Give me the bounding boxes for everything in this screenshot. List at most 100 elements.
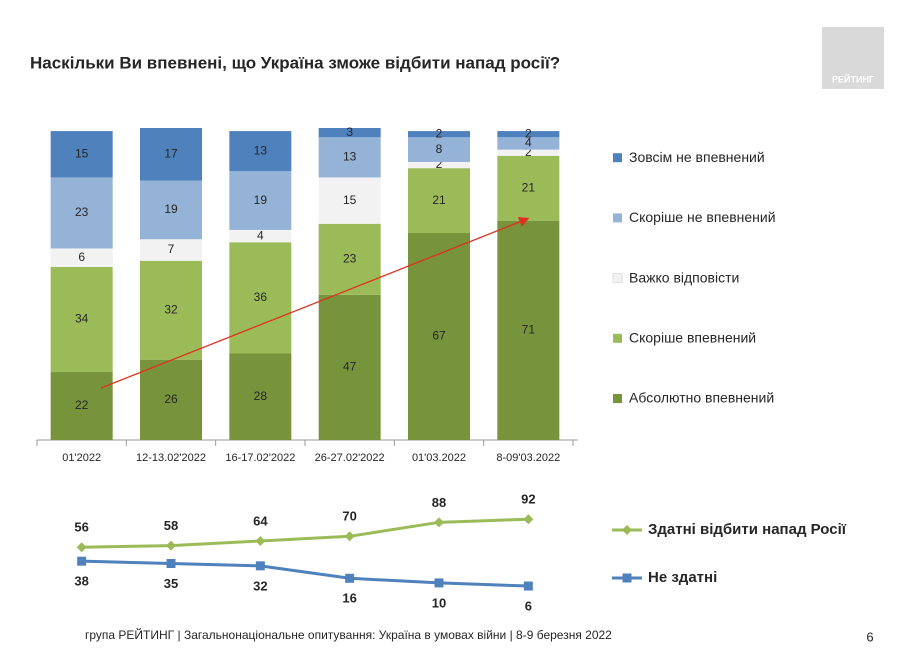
data-label: 13 [254,143,268,157]
line-chart: 56 58 64 70 88 92 Здатні відбити напад Росії 38… [74,492,846,614]
marker [622,525,632,535]
bar-segment [140,239,202,261]
data-label: 2 [525,126,532,140]
data-label: 32 [164,302,178,316]
page-number: 6 [866,629,873,644]
data-label: 22 [75,398,89,412]
data-label: 26 [164,392,178,406]
data-label: 38 [74,574,88,589]
bar-segment [50,248,113,268]
marker [166,559,176,569]
data-label: 21 [522,180,536,194]
data-label: 71 [522,323,536,337]
data-label: 13 [343,150,357,164]
line [81,559,529,588]
data-label: 67 [432,329,446,343]
legend-label: Зовсім не впевнений [629,149,765,165]
data-label: 70 [342,509,356,524]
data-label: 2 [436,126,443,140]
bar-segment [50,267,113,373]
data-label: 35 [164,576,178,591]
data-label: 8 [436,142,443,156]
bar-segment [497,220,560,440]
bar-segment [408,161,470,169]
legend-swatch [613,213,622,223]
bar-segment [497,149,560,156]
legend-label: Важко відповісти [629,269,739,285]
data-label: 15 [343,193,357,207]
data-label: 56 [74,520,88,535]
data-label: 23 [75,205,89,219]
bar-segment [318,128,381,138]
data-label: 19 [254,193,268,207]
data-label: 23 [343,251,357,265]
data-label: 28 [254,389,268,403]
marker [255,561,265,571]
x-tick-label: 16-17.02'2022 [225,452,295,464]
data-label: 64 [253,513,268,528]
marker [523,514,534,525]
data-label: 7 [168,242,175,256]
bar-segment [318,223,381,295]
bar-segment [318,294,381,440]
bar-segment [140,260,202,360]
bar-segment [408,137,470,162]
line [81,517,529,549]
legend-swatch [612,273,623,284]
bar-segment [50,177,113,249]
data-label: 6 [525,598,532,613]
logo: РЕЙТИНГ [832,73,874,84]
data-label: 21 [432,193,446,207]
data-label: 34 [75,312,89,326]
data-label: 32 [253,578,267,593]
x-tick-label: 01'03.2022 [412,452,466,464]
bar-segment [140,180,202,240]
data-label: 2 [436,157,443,171]
bar-segment [497,155,560,221]
data-label: 19 [164,202,178,216]
bar-segment [408,233,470,440]
bar-segment [140,359,202,440]
data-label: 47 [343,360,357,374]
marker [76,542,87,553]
bar-segment [229,242,292,354]
marker [255,535,266,546]
bar-segment [408,131,470,138]
logo-box [822,27,884,89]
marker [434,578,444,588]
data-label: 3 [346,125,353,139]
bar-segment [318,137,381,178]
data-label: 4 [257,228,264,242]
marker [345,573,355,583]
data-label: 6 [78,250,85,264]
trend-arrow [100,217,530,389]
data-label: 16 [342,591,356,606]
legend-label: Скоріше впевнений [629,330,756,346]
bar-segment [229,171,292,230]
bar-segment [229,229,292,243]
footer-source: група РЕЙТИНГ | Загальнонаціональне опит… [85,627,612,642]
legend-label: Не здатні [648,569,717,586]
data-label: 15 [75,146,89,160]
data-label: 17 [164,146,178,160]
legend-label: Скоріше не впевнений [629,209,776,225]
bar-segment [408,168,470,234]
marker [434,517,444,528]
bar-segment [497,137,560,150]
legend-label: Абсолютно впевнений [629,390,774,406]
x-tick-label: 8-09'03.2022 [496,452,560,464]
legend-swatch [613,394,622,403]
bar-segment [229,131,292,172]
bar-segment [497,131,560,138]
x-tick-label: 26-27.02'2022 [315,452,385,464]
marker [77,556,87,566]
marker [166,540,176,551]
x-tick-label: 01'2022 [62,452,101,464]
bar-segment [140,128,202,181]
bar-chart: 01'2022 12-13.02'2022 16-17.02'2022 26-27.0… [36,125,776,464]
legend-swatch [613,333,622,343]
data-label: 92 [521,492,535,507]
legend-label: Здатні відбити напад Росії [648,521,847,538]
legend-swatch [613,153,622,163]
